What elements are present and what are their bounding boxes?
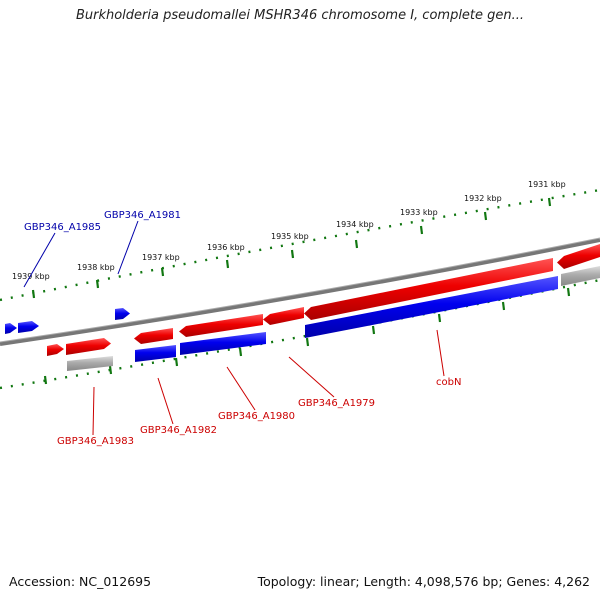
label-leader-line	[436, 329, 445, 377]
label-leaders	[23, 220, 445, 436]
genome-backbone	[0, 238, 600, 346]
ruler-lower-major-tick	[238, 347, 243, 357]
gene-arrow[interactable]	[66, 338, 111, 355]
ruler-lower-major-tick	[174, 357, 179, 367]
ruler-tick-label: 1934 kbp	[336, 220, 374, 229]
ruler-tick-label: 1939 kbp	[12, 272, 50, 281]
map-title: Burkholderia pseudomallei MSHR346 chromo…	[75, 8, 525, 23]
label-leader-line	[288, 356, 335, 398]
summary-text: Topology: linear; Length: 4,098,576 bp; …	[257, 574, 590, 589]
gene-arrow[interactable]	[18, 321, 39, 333]
gene-arrow[interactable]	[305, 276, 558, 338]
gene-arrow[interactable]	[5, 323, 17, 334]
label-leader-line	[117, 220, 139, 275]
gene-arrow[interactable]	[135, 345, 176, 362]
ruler-lower-ticks	[43, 287, 571, 385]
gene-label[interactable]: GBP346_A1979	[298, 398, 375, 409]
accession-text: Accession: NC_012695	[9, 574, 152, 589]
label-leader-line	[157, 377, 174, 425]
ruler-lower-major-tick	[43, 375, 48, 385]
ruler-major-tick	[290, 249, 295, 259]
gene-label[interactable]: GBP346_A1985	[24, 222, 101, 233]
label-leader-line	[226, 366, 256, 411]
gene-arrow[interactable]	[47, 344, 64, 356]
ruler-major-tick	[354, 239, 359, 249]
gene-arrow[interactable]	[180, 332, 266, 355]
ruler-upper-ticks	[31, 197, 552, 299]
ruler-lower-major-tick	[437, 313, 442, 323]
ruler-lower-major-tick	[371, 325, 376, 335]
gene-label[interactable]: GBP346_A1983	[57, 436, 134, 447]
gene-label[interactable]: GBP346_A1980	[218, 411, 295, 422]
label-leader-line	[92, 386, 95, 436]
ruler-major-tick	[547, 197, 552, 207]
gene-arrow[interactable]	[115, 308, 130, 320]
ruler-tick-label: 1935 kbp	[271, 232, 309, 241]
ruler-tick-label: 1932 kbp	[464, 194, 502, 203]
ruler-lower-major-tick	[566, 287, 571, 297]
ruler-tick-label: 1933 kbp	[400, 208, 438, 217]
ruler-major-tick	[225, 259, 230, 269]
ruler-major-tick	[160, 267, 165, 277]
ruler-tick-label: 1938 kbp	[77, 263, 115, 272]
ruler-major-tick	[419, 225, 424, 235]
ruler-tick-label: 1931 kbp	[528, 180, 566, 189]
gene-arrow[interactable]	[179, 314, 263, 337]
gene-arrow[interactable]	[561, 266, 600, 286]
ruler-major-tick	[483, 211, 488, 221]
ruler-tick-label: 1937 kbp	[142, 253, 180, 262]
ruler-major-tick	[31, 289, 36, 299]
gene-arrow[interactable]	[557, 244, 600, 269]
gene-label[interactable]: GBP346_A1982	[140, 425, 217, 436]
ruler-major-tick	[95, 279, 100, 289]
gene-arrow[interactable]	[67, 356, 113, 371]
ruler-upper-dots	[0, 188, 600, 302]
label-leader-line	[23, 232, 56, 288]
gene-arrow[interactable]	[304, 258, 553, 320]
gene-label[interactable]: cobN	[436, 377, 461, 388]
ruler-tick-labels: 1939 kbp 1938 kbp 1937 kbp 1936 kbp 1935 kbp…	[12, 180, 566, 281]
gene-features[interactable]	[5, 244, 600, 371]
ruler-tick-label: 1936 kbp	[207, 243, 245, 252]
ruler-lower-major-tick	[108, 365, 113, 375]
ruler-lower-major-tick	[305, 337, 310, 347]
gene-arrow[interactable]	[263, 307, 304, 325]
gene-arrow[interactable]	[134, 328, 173, 344]
gene-label[interactable]: GBP346_A1981	[104, 210, 181, 221]
ruler-lower-major-tick	[501, 301, 506, 311]
